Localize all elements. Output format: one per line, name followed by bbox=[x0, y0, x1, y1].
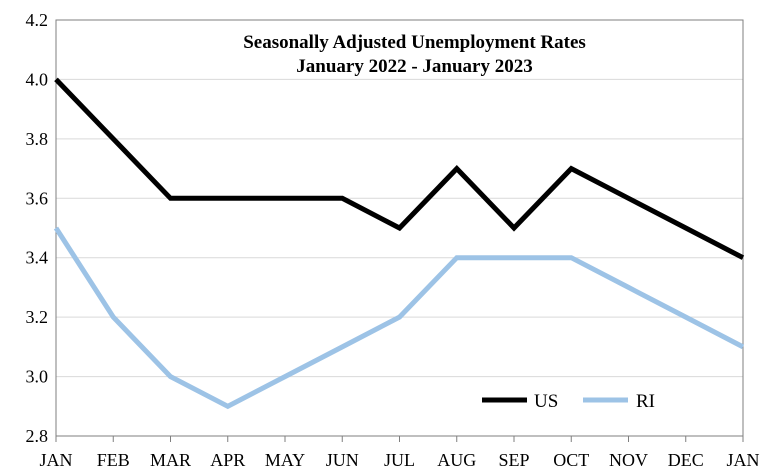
x-tick-labels: JAN FEB MAR APR MAY JUN JUL AUG SEP OCT NOV DEC JAN bbox=[39, 436, 760, 470]
series-layer bbox=[53, 77, 745, 410]
x-tick-label: DEC bbox=[668, 450, 704, 470]
chart-title: Seasonally Adjusted Unemployment Rates bbox=[243, 32, 586, 53]
x-tick-label: MAR bbox=[150, 450, 191, 470]
chart-title-group: Seasonally Adjusted Unemployment Rates J… bbox=[243, 32, 586, 77]
y-tick-label: 4.2 bbox=[26, 10, 49, 30]
y-tick-label: 3.2 bbox=[26, 307, 49, 327]
x-tick-label: APR bbox=[210, 450, 245, 470]
y-tick-label: 3.0 bbox=[26, 367, 49, 387]
x-tick-label: NOV bbox=[609, 450, 648, 470]
chart-subtitle: January 2022 - January 2023 bbox=[296, 56, 532, 77]
series-line-us bbox=[54, 77, 745, 260]
legend-label-ri: RI bbox=[636, 391, 655, 412]
x-tick-label: JAN bbox=[39, 450, 72, 470]
x-tick-label: JAN bbox=[726, 450, 759, 470]
x-tick-label: AUG bbox=[437, 450, 476, 470]
y-tick-labels: 2.8 3.0 3.2 3.4 3.6 3.8 4.0 4.2 bbox=[26, 10, 49, 446]
y-tick-label: 3.8 bbox=[26, 129, 49, 149]
x-tick-label: MAY bbox=[265, 450, 305, 470]
x-tick-label: JUL bbox=[384, 450, 415, 470]
legend-label-us: US bbox=[534, 391, 558, 412]
y-tick-label: 3.6 bbox=[26, 188, 49, 208]
x-tick-label: OCT bbox=[553, 450, 589, 470]
x-tick-label: JUN bbox=[326, 450, 359, 470]
x-tick-label: SEP bbox=[498, 450, 529, 470]
y-tick-label: 3.4 bbox=[26, 248, 49, 268]
y-tick-label: 2.8 bbox=[26, 426, 49, 446]
legend: US RI bbox=[482, 391, 655, 412]
y-tick-label: 4.0 bbox=[26, 69, 49, 89]
x-tick-label: FEB bbox=[97, 450, 130, 470]
series-line-ri bbox=[53, 226, 745, 410]
